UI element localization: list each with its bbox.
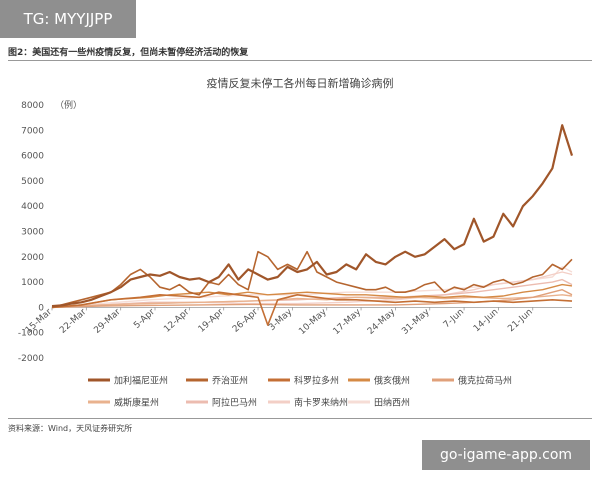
series-line-4 (51, 288, 573, 309)
legend-label: 乔治亚州 (212, 375, 248, 387)
x-tick-label: 12-Apr (162, 307, 191, 335)
bottom-rule (8, 418, 592, 419)
legend-label: 加利福尼亚州 (114, 375, 168, 387)
y-tick-label: 3000 (21, 228, 44, 238)
figure-title: 图2：美国还有一些州疫情反复，但尚未暂停经济活动的恢复 (8, 48, 249, 58)
y-tick-label: 0 (38, 303, 44, 313)
x-tick-label: 19-Apr (197, 307, 226, 335)
y-tick-label: 5000 (21, 177, 44, 187)
top-rule (8, 60, 592, 61)
x-tick-label: 17-May (332, 307, 364, 337)
x-tick-label: 7-Jun (442, 307, 466, 330)
series-group (51, 124, 574, 326)
y-tick-label: 8000 (21, 101, 44, 111)
x-axis: 15-Mar 22-Mar 29-Mar 5-Apr 12-Apr 19-Apr 26-Ap… (24, 307, 572, 337)
x-tick-label: 24-May (366, 307, 398, 337)
x-tick-label: 26-Apr (231, 307, 260, 335)
y-tick-label: 7000 (21, 126, 44, 136)
legend-label: 科罗拉多州 (294, 375, 339, 387)
series-line-5 (51, 294, 573, 309)
x-tick-label: 14-Jun (472, 307, 500, 334)
y-tick-label: 2000 (21, 253, 44, 263)
series-line-1 (51, 250, 573, 309)
series-line-3 (51, 283, 573, 309)
legend-label: 威斯康星州 (114, 397, 159, 409)
x-tick-label: 31-May (400, 307, 432, 337)
y-tick-label: 6000 (21, 152, 44, 162)
legend-label: 南卡罗来纳州 (294, 397, 348, 409)
x-tick-label: 5-Apr (132, 307, 157, 331)
series-line-2 (51, 291, 573, 326)
y-tick-label: -2000 (18, 354, 44, 364)
chart-title: 疫情反复未停工各州每日新增确诊病例 (207, 76, 394, 90)
watermark-top: TG: MYYJJPP (0, 0, 136, 38)
x-tick-label: 29-Mar (92, 307, 122, 336)
x-tick-label: 22-Mar (58, 307, 88, 336)
watermark-bottom: go-igame-app.com (422, 440, 590, 470)
y-axis-label: （例） (55, 99, 82, 111)
y-axis: -2000 -1000 0 1000 2000 3000 4000 5000 6000 7000 8… (18, 101, 44, 364)
legend-label: 田纳西州 (374, 397, 410, 409)
chart: 疫情反复未停工各州每日新增确诊病例 （例） -2000 -1000 0 1000 200… (18, 76, 574, 409)
x-tick-label: 21-Jun (506, 307, 534, 334)
legend-label: 俄亥俄州 (374, 375, 410, 387)
series-line-0 (51, 124, 574, 308)
legend-label: 俄克拉荷马州 (458, 375, 512, 387)
legend-label: 阿拉巴马州 (212, 397, 257, 409)
y-tick-label: 4000 (21, 202, 44, 212)
series-line-8 (51, 266, 573, 309)
y-tick-label: -1000 (18, 329, 44, 339)
y-tick-label: 1000 (21, 278, 44, 288)
x-tick-label: 3-May (267, 307, 295, 333)
x-tick-label: 10-May (297, 307, 329, 337)
source-note: 资料来源：Wind，天风证券研究所 (8, 424, 133, 433)
